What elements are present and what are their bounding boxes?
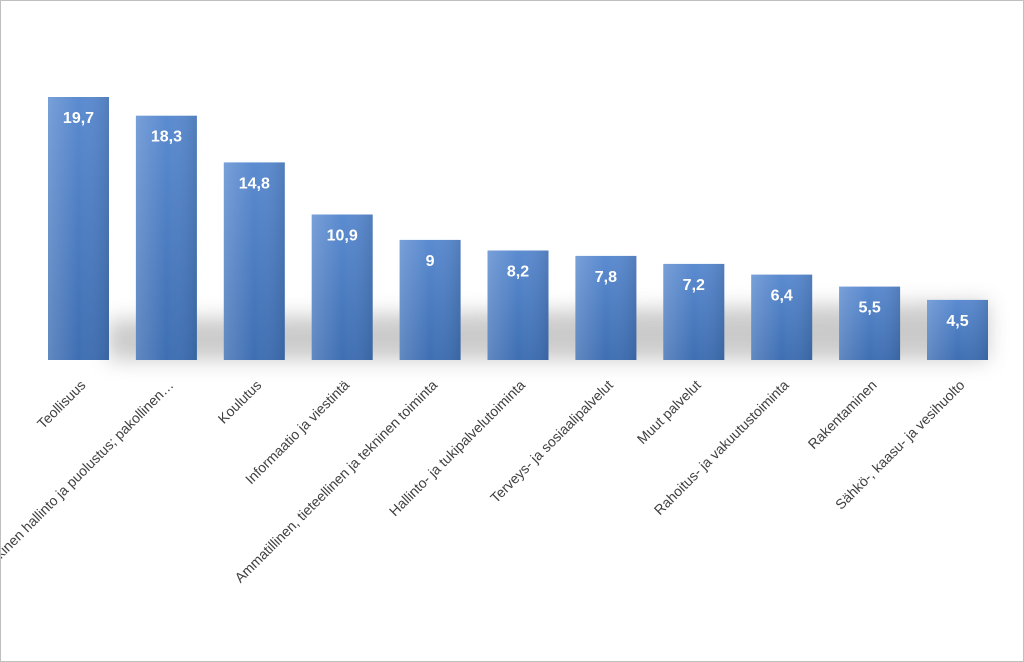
category-label-10: Rakentaminen xyxy=(805,377,880,452)
bar-sheen-3 xyxy=(223,162,285,360)
data-label-2: 18,3 xyxy=(151,129,182,146)
data-label-4: 10,9 xyxy=(327,228,358,245)
data-label-5: 9 xyxy=(426,253,435,270)
bar-sheen-10 xyxy=(839,286,901,360)
category-label-2: Julkinen hallinto ja puolustus; pakollin… xyxy=(1,377,177,574)
data-labels: 19,7 18,3 14,8 10,9 9 8,2 7,8 7,2 6,4 5,5 4,5 xyxy=(63,110,969,330)
category-label-8: Muut palvelut xyxy=(634,377,704,447)
bar-sheen-4 xyxy=(311,214,373,360)
data-label-9: 6,4 xyxy=(771,288,793,305)
data-label-7: 7,8 xyxy=(595,269,617,286)
category-label-1: Teollisuus xyxy=(34,377,89,432)
data-label-11: 4,5 xyxy=(946,313,968,330)
bar-sheen-1 xyxy=(48,97,109,360)
data-label-3: 14,8 xyxy=(239,175,270,192)
bar-sheen-2 xyxy=(135,115,197,360)
data-label-6: 8,2 xyxy=(507,264,529,281)
bar-sheen-8 xyxy=(663,263,725,360)
category-label-5: Ammatillinen, tieteellinen ja tekninen t… xyxy=(231,377,440,586)
data-label-1: 19,7 xyxy=(63,110,94,127)
category-label-3: Koulutus xyxy=(215,377,265,427)
data-label-10: 5,5 xyxy=(858,300,880,317)
bar-sheen-6 xyxy=(487,250,549,360)
bar-sheen-5 xyxy=(399,239,461,360)
bar-sheen-11 xyxy=(927,299,988,360)
data-label-8: 7,2 xyxy=(683,277,705,294)
bars xyxy=(48,97,988,360)
bar-sheen-9 xyxy=(751,274,813,360)
bar-sheen-7 xyxy=(575,255,637,360)
